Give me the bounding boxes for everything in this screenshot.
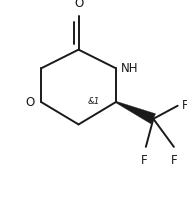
Text: F: F <box>181 99 187 112</box>
Text: O: O <box>25 95 35 109</box>
Text: &1: &1 <box>88 98 100 106</box>
Text: O: O <box>74 0 83 10</box>
Text: F: F <box>171 154 177 167</box>
Polygon shape <box>116 101 156 124</box>
Text: F: F <box>141 154 147 167</box>
Text: NH: NH <box>121 62 138 75</box>
